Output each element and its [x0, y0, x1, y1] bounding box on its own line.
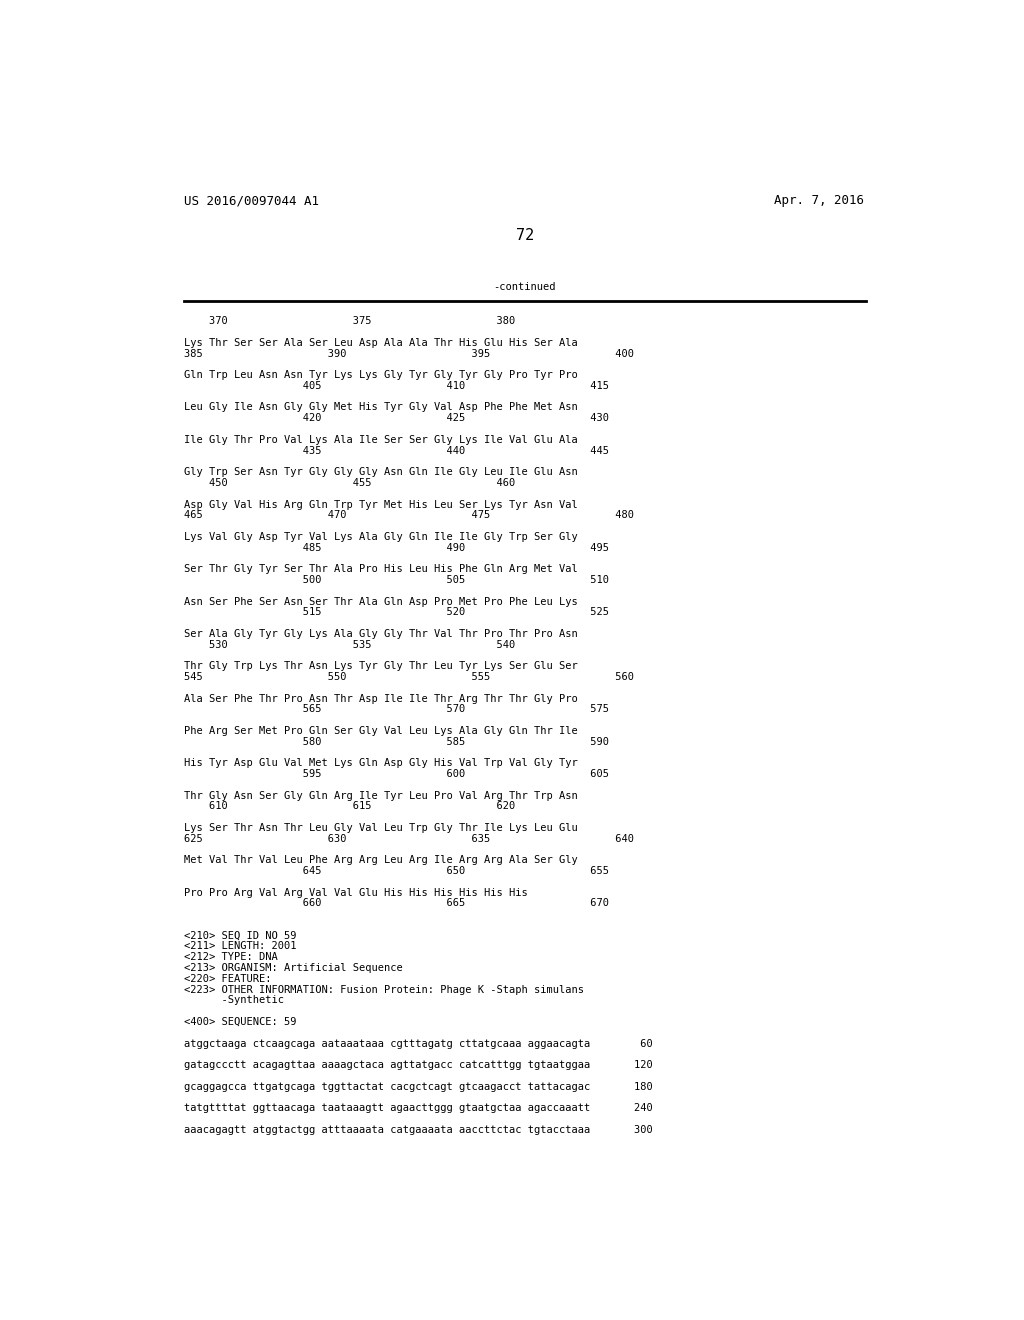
Text: 660                    665                    670: 660 665 670: [183, 899, 609, 908]
Text: 465                    470                    475                    480: 465 470 475 480: [183, 511, 634, 520]
Text: <220> FEATURE:: <220> FEATURE:: [183, 974, 271, 983]
Text: tatgttttat ggttaacaga taataaagtt agaacttggg gtaatgctaa agaccaaatt       240: tatgttttat ggttaacaga taataaagtt agaactt…: [183, 1104, 652, 1113]
Text: Gly Trp Ser Asn Tyr Gly Gly Gly Asn Gln Ile Gly Leu Ile Glu Asn: Gly Trp Ser Asn Tyr Gly Gly Gly Asn Gln …: [183, 467, 578, 477]
Text: Ala Ser Phe Thr Pro Asn Thr Asp Ile Ile Thr Arg Thr Thr Gly Pro: Ala Ser Phe Thr Pro Asn Thr Asp Ile Ile …: [183, 693, 578, 704]
Text: aaacagagtt atggtactgg atttaaaata catgaaaata aaccttctac tgtacctaaa       300: aaacagagtt atggtactgg atttaaaata catgaaa…: [183, 1125, 652, 1135]
Text: gatagccctt acagagttaa aaaagctaca agttatgacc catcatttgg tgtaatggaa       120: gatagccctt acagagttaa aaaagctaca agttatg…: [183, 1060, 652, 1071]
Text: 370                    375                    380: 370 375 380: [183, 317, 515, 326]
Text: Lys Thr Ser Ser Ala Ser Leu Asp Ala Ala Thr His Glu His Ser Ala: Lys Thr Ser Ser Ala Ser Leu Asp Ala Ala …: [183, 338, 578, 347]
Text: 580                    585                    590: 580 585 590: [183, 737, 609, 747]
Text: Thr Gly Trp Lys Thr Asn Lys Tyr Gly Thr Leu Tyr Lys Ser Glu Ser: Thr Gly Trp Lys Thr Asn Lys Tyr Gly Thr …: [183, 661, 578, 671]
Text: <210> SEQ ID NO 59: <210> SEQ ID NO 59: [183, 931, 296, 941]
Text: 625                    630                    635                    640: 625 630 635 640: [183, 834, 634, 843]
Text: Leu Gly Ile Asn Gly Gly Met His Tyr Gly Val Asp Phe Phe Met Asn: Leu Gly Ile Asn Gly Gly Met His Tyr Gly …: [183, 403, 578, 412]
Text: 405                    410                    415: 405 410 415: [183, 381, 609, 391]
Text: <212> TYPE: DNA: <212> TYPE: DNA: [183, 952, 278, 962]
Text: atggctaaga ctcaagcaga aataaataaa cgtttagatg cttatgcaaa aggaacagta        60: atggctaaga ctcaagcaga aataaataaa cgtttag…: [183, 1039, 652, 1048]
Text: Ser Ala Gly Tyr Gly Lys Ala Gly Gly Thr Val Thr Pro Thr Pro Asn: Ser Ala Gly Tyr Gly Lys Ala Gly Gly Thr …: [183, 628, 578, 639]
Text: 435                    440                    445: 435 440 445: [183, 446, 609, 455]
Text: Lys Val Gly Asp Tyr Val Lys Ala Gly Gln Ile Ile Gly Trp Ser Gly: Lys Val Gly Asp Tyr Val Lys Ala Gly Gln …: [183, 532, 578, 541]
Text: <400> SEQUENCE: 59: <400> SEQUENCE: 59: [183, 1016, 296, 1027]
Text: 645                    650                    655: 645 650 655: [183, 866, 609, 876]
Text: -Synthetic: -Synthetic: [183, 995, 284, 1006]
Text: 72: 72: [516, 228, 534, 243]
Text: US 2016/0097044 A1: US 2016/0097044 A1: [183, 194, 318, 207]
Text: gcaggagcca ttgatgcaga tggttactat cacgctcagt gtcaagacct tattacagac       180: gcaggagcca ttgatgcaga tggttactat cacgctc…: [183, 1081, 652, 1092]
Text: 485                    490                    495: 485 490 495: [183, 543, 609, 553]
Text: 545                    550                    555                    560: 545 550 555 560: [183, 672, 634, 682]
Text: Ser Thr Gly Tyr Ser Thr Ala Pro His Leu His Phe Gln Arg Met Val: Ser Thr Gly Tyr Ser Thr Ala Pro His Leu …: [183, 564, 578, 574]
Text: His Tyr Asp Glu Val Met Lys Gln Asp Gly His Val Trp Val Gly Tyr: His Tyr Asp Glu Val Met Lys Gln Asp Gly …: [183, 758, 578, 768]
Text: Gln Trp Leu Asn Asn Tyr Lys Lys Gly Tyr Gly Tyr Gly Pro Tyr Pro: Gln Trp Leu Asn Asn Tyr Lys Lys Gly Tyr …: [183, 370, 578, 380]
Text: 530                    535                    540: 530 535 540: [183, 640, 515, 649]
Text: Thr Gly Asn Ser Gly Gln Arg Ile Tyr Leu Pro Val Arg Thr Trp Asn: Thr Gly Asn Ser Gly Gln Arg Ile Tyr Leu …: [183, 791, 578, 800]
Text: 385                    390                    395                    400: 385 390 395 400: [183, 348, 634, 359]
Text: 450                    455                    460: 450 455 460: [183, 478, 515, 488]
Text: <223> OTHER INFORMATION: Fusion Protein: Phage K -Staph simulans: <223> OTHER INFORMATION: Fusion Protein:…: [183, 985, 584, 994]
Text: <213> ORGANISM: Artificial Sequence: <213> ORGANISM: Artificial Sequence: [183, 964, 402, 973]
Text: Asp Gly Val His Arg Gln Trp Tyr Met His Leu Ser Lys Tyr Asn Val: Asp Gly Val His Arg Gln Trp Tyr Met His …: [183, 499, 578, 510]
Text: Asn Ser Phe Ser Asn Ser Thr Ala Gln Asp Pro Met Pro Phe Leu Lys: Asn Ser Phe Ser Asn Ser Thr Ala Gln Asp …: [183, 597, 578, 606]
Text: Met Val Thr Val Leu Phe Arg Arg Leu Arg Ile Arg Arg Ala Ser Gly: Met Val Thr Val Leu Phe Arg Arg Leu Arg …: [183, 855, 578, 865]
Text: Ile Gly Thr Pro Val Lys Ala Ile Ser Ser Gly Lys Ile Val Glu Ala: Ile Gly Thr Pro Val Lys Ala Ile Ser Ser …: [183, 434, 578, 445]
Text: Apr. 7, 2016: Apr. 7, 2016: [774, 194, 864, 207]
Text: -continued: -continued: [494, 282, 556, 292]
Text: 515                    520                    525: 515 520 525: [183, 607, 609, 618]
Text: 595                    600                    605: 595 600 605: [183, 770, 609, 779]
Text: 500                    505                    510: 500 505 510: [183, 576, 609, 585]
Text: 565                    570                    575: 565 570 575: [183, 705, 609, 714]
Text: Lys Ser Thr Asn Thr Leu Gly Val Leu Trp Gly Thr Ile Lys Leu Glu: Lys Ser Thr Asn Thr Leu Gly Val Leu Trp …: [183, 822, 578, 833]
Text: Phe Arg Ser Met Pro Gln Ser Gly Val Leu Lys Ala Gly Gln Thr Ile: Phe Arg Ser Met Pro Gln Ser Gly Val Leu …: [183, 726, 578, 735]
Text: <211> LENGTH: 2001: <211> LENGTH: 2001: [183, 941, 296, 952]
Text: Pro Pro Arg Val Arg Val Val Glu His His His His His His: Pro Pro Arg Val Arg Val Val Glu His His …: [183, 887, 527, 898]
Text: 610                    615                    620: 610 615 620: [183, 801, 515, 812]
Text: 420                    425                    430: 420 425 430: [183, 413, 609, 424]
